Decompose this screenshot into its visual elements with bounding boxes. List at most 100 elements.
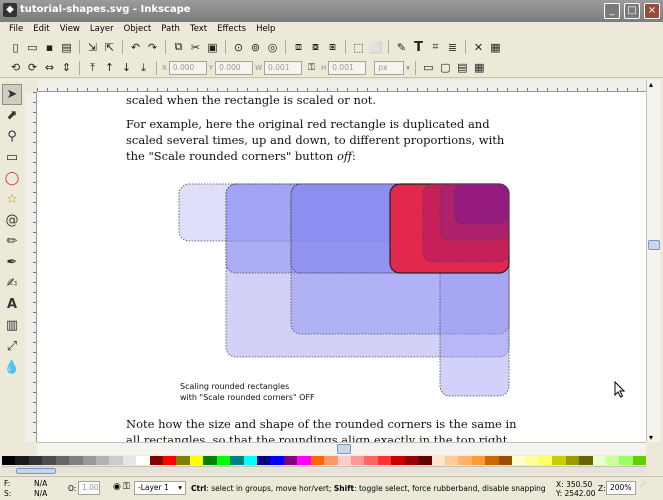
layer-lock-icon[interactable]: ⚿: [123, 482, 130, 492]
palette-swatch[interactable]: [431, 456, 445, 465]
ungroup-icon[interactable]: ⬜: [368, 40, 383, 54]
scroll-down-icon[interactable]: ▾: [649, 433, 654, 442]
pencil-tool-icon[interactable]: ✏: [6, 234, 18, 249]
palette-swatch[interactable]: [418, 456, 432, 465]
horizontal-scroll-thumb[interactable]: [337, 444, 351, 454]
menu-object[interactable]: Object: [123, 24, 152, 34]
save-icon[interactable]: ▪: [45, 40, 54, 54]
palette-swatch[interactable]: [230, 456, 244, 465]
zoom-page-icon[interactable]: ◎: [267, 40, 278, 54]
export-icon[interactable]: ⇱: [104, 40, 115, 54]
palette-swatch[interactable]: [579, 456, 593, 465]
x-input[interactable]: 0.000: [168, 60, 207, 75]
rotate-cw-icon[interactable]: ⟳: [27, 61, 38, 74]
print-icon[interactable]: ▤: [61, 40, 72, 54]
palette-swatch[interactable]: [337, 456, 351, 465]
menu-help[interactable]: Help: [256, 24, 276, 34]
palette-swatch[interactable]: [485, 456, 499, 465]
palette-swatch[interactable]: [619, 456, 633, 465]
node-tool-icon[interactable]: ⬈: [6, 108, 18, 123]
palette-swatch[interactable]: [136, 456, 150, 465]
palette-swatch[interactable]: [458, 456, 472, 465]
scaled-red-rect-3[interactable]: [453, 183, 510, 225]
palette-swatch[interactable]: [297, 456, 311, 465]
layer-visibility-icon[interactable]: ◉: [113, 482, 121, 492]
palette-swatch[interactable]: [109, 456, 123, 465]
palette-swatch[interactable]: [404, 456, 419, 465]
preferences-icon[interactable]: ✕: [473, 40, 484, 54]
gradient-tool-icon[interactable]: ▥: [5, 318, 19, 333]
unlink-clone-icon[interactable]: ⧆: [329, 40, 336, 53]
width-input[interactable]: 0.001: [264, 60, 302, 75]
selector-tool-icon[interactable]: ➤: [2, 84, 22, 105]
zoom-drawing-icon[interactable]: ⊚: [250, 40, 261, 54]
rectangle-tool-icon[interactable]: ▭: [5, 150, 19, 165]
palette-swatch[interactable]: [391, 456, 405, 465]
align-distribute-icon[interactable]: ≣: [447, 40, 458, 54]
color-palette[interactable]: [2, 456, 647, 465]
flip-horizontal-icon[interactable]: ⇔: [44, 61, 55, 74]
transform-patterns-icon[interactable]: ▦: [474, 61, 485, 74]
palette-swatch[interactable]: [95, 456, 110, 465]
palette-swatch[interactable]: [163, 456, 177, 465]
menu-view[interactable]: View: [59, 24, 80, 34]
flip-vertical-icon[interactable]: ⇕: [61, 61, 72, 74]
horizontal-scrollbar[interactable]: [37, 442, 646, 455]
menu-edit[interactable]: Edit: [33, 24, 50, 34]
palette-swatch[interactable]: [243, 456, 258, 465]
lower-to-bottom-icon[interactable]: ⤓: [141, 60, 146, 74]
lower-icon[interactable]: ↓: [121, 61, 132, 74]
zoom-input[interactable]: 200%: [606, 481, 636, 495]
document-properties-icon[interactable]: ▦: [490, 40, 501, 54]
palette-swatch[interactable]: [310, 456, 325, 465]
palette-swatch[interactable]: [324, 456, 338, 465]
palette-swatch[interactable]: [552, 456, 566, 465]
scale-stroke-icon[interactable]: ▭: [423, 61, 434, 74]
palette-swatch[interactable]: [122, 456, 137, 465]
palette-swatch[interactable]: [444, 456, 459, 465]
palette-swatch[interactable]: [28, 456, 43, 465]
palette-swatch[interactable]: [69, 456, 83, 465]
palette-swatch[interactable]: [2, 456, 16, 465]
scroll-up-icon[interactable]: ▴: [649, 80, 654, 89]
palette-swatch[interactable]: [283, 456, 298, 465]
palette-swatch[interactable]: [605, 456, 620, 465]
zoom-selection-icon[interactable]: ⊙: [233, 40, 244, 54]
palette-swatch[interactable]: [149, 456, 164, 465]
menu-path[interactable]: Path: [161, 24, 180, 34]
palette-swatch[interactable]: [364, 456, 378, 465]
palette-swatch[interactable]: [632, 456, 647, 465]
rotate-ccw-icon[interactable]: ⟲: [10, 61, 21, 74]
menu-file[interactable]: File: [9, 24, 24, 34]
palette-swatch[interactable]: [565, 456, 580, 465]
zoom-tool-icon[interactable]: ⚲: [7, 129, 17, 144]
palette-swatch[interactable]: [176, 456, 190, 465]
resize-grip-icon[interactable]: ⋰: [640, 481, 646, 488]
group-icon[interactable]: ⬚: [353, 40, 364, 54]
vertical-scrollbar[interactable]: ▴ ▾: [646, 80, 660, 442]
palette-swatch[interactable]: [270, 456, 284, 465]
palette-scroll-thumb[interactable]: [16, 468, 56, 474]
opacity-input[interactable]: 1.00: [78, 481, 100, 495]
palette-swatch[interactable]: [55, 456, 70, 465]
star-tool-icon[interactable]: ☆: [6, 192, 18, 207]
calligraphy-tool-icon[interactable]: ✍: [6, 276, 18, 291]
palette-swatch[interactable]: [498, 456, 513, 465]
redo-icon[interactable]: ↷: [147, 40, 158, 54]
transform-gradients-icon[interactable]: ▤: [457, 61, 468, 74]
duplicate-icon[interactable]: ⧈: [295, 40, 302, 53]
dropper-tool-icon[interactable]: 💧: [3, 360, 21, 375]
palette-swatch[interactable]: [216, 456, 231, 465]
close-button[interactable]: ×: [644, 3, 660, 19]
y-input[interactable]: 0.000: [215, 60, 254, 75]
raise-to-top-icon[interactable]: ⤒: [90, 60, 95, 74]
paste-icon[interactable]: ▣: [207, 40, 218, 54]
spiral-tool-icon[interactable]: @: [5, 213, 19, 228]
menu-effects[interactable]: Effects: [217, 24, 247, 34]
palette-swatch[interactable]: [203, 456, 217, 465]
minimize-button[interactable]: _: [604, 3, 620, 19]
palette-swatch[interactable]: [377, 456, 392, 465]
new-document-icon[interactable]: ▯: [12, 40, 19, 54]
palette-swatch[interactable]: [42, 456, 56, 465]
menu-layer[interactable]: Layer: [89, 24, 114, 34]
